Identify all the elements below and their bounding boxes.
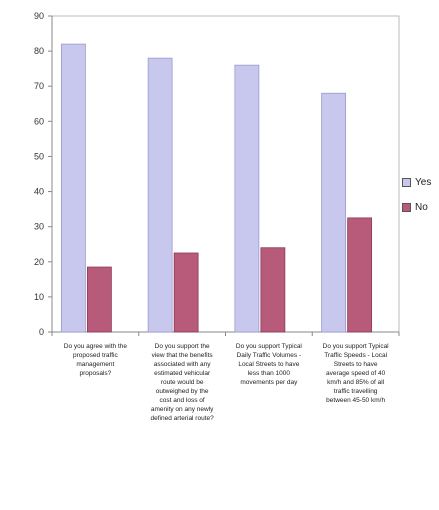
legend-item-no: No — [402, 201, 439, 214]
y-tick-label: 20 — [34, 257, 44, 267]
legend-swatch-yes — [402, 178, 411, 187]
x-ticks — [51, 332, 400, 336]
y-tick-label: 30 — [34, 222, 44, 232]
y-tick-label: 0 — [39, 327, 44, 337]
bar-no-4 — [347, 217, 373, 333]
legend-label-yes: Yes — [415, 177, 432, 188]
y-tick-label: 80 — [34, 46, 44, 56]
bar-yes-1 — [60, 43, 86, 333]
x-category-label: Do you support the view that the benefit… — [150, 343, 214, 422]
legend-label-no: No — [415, 202, 428, 213]
x-category-label: Do you support Typical Daily Traffic Vol… — [235, 343, 302, 386]
bar-no-3 — [260, 247, 286, 333]
x-category-label: Do you agree with the proposed traffic m… — [63, 343, 127, 377]
bar-yes-3 — [234, 64, 260, 333]
bar-yes-4 — [321, 92, 347, 333]
y-tick-label: 60 — [34, 116, 44, 126]
y-tick-label: 70 — [34, 81, 44, 91]
y-tick-label: 50 — [34, 151, 44, 161]
y-tick-label: 10 — [34, 292, 44, 302]
bar-no-2 — [173, 252, 199, 333]
bar-yes-2 — [147, 57, 173, 333]
legend-swatch-no — [402, 203, 411, 212]
bars — [60, 43, 373, 333]
y-tick-label: 90 — [34, 11, 44, 21]
bar-no-1 — [86, 266, 112, 333]
y-tick-label: 40 — [34, 187, 44, 197]
legend-item-yes: Yes — [402, 176, 439, 189]
x-category-label: Do you support Typical Traffic Speeds - … — [322, 343, 389, 404]
y-ticks: 0 10 20 30 40 50 60 70 80 90 — [34, 11, 52, 337]
legend: Yes No — [402, 176, 439, 226]
